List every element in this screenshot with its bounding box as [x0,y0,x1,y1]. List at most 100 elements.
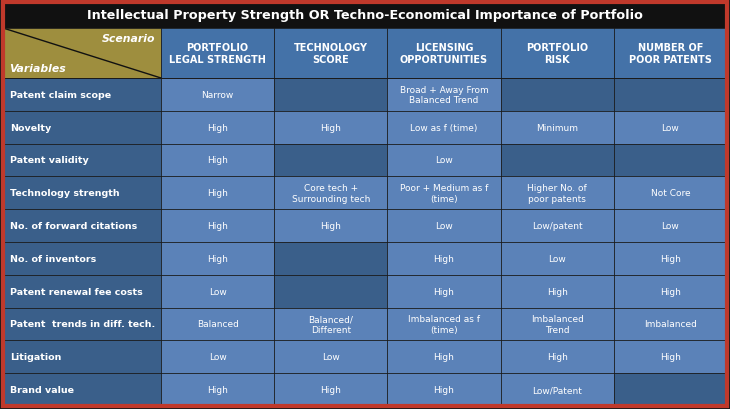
Bar [274,79,388,112]
Bar [388,341,501,373]
Text: Not Core: Not Core [650,189,690,198]
Bar [161,341,274,373]
Text: Imbalanced: Imbalanced [644,320,697,329]
Bar [614,79,727,112]
Text: Patent  trends in diff. tech.: Patent trends in diff. tech. [10,320,155,329]
Text: PORTFOLIO
LEGAL STRENGTH: PORTFOLIO LEGAL STRENGTH [169,43,266,65]
Text: High: High [434,353,455,362]
Text: High: High [207,222,228,231]
Bar [3,308,161,341]
Bar [161,144,274,177]
Text: High: High [207,254,228,263]
Text: Low: Low [209,353,226,362]
Text: High: High [434,254,455,263]
Text: Patent claim scope: Patent claim scope [10,91,111,100]
Text: Core tech +
Surrounding tech: Core tech + Surrounding tech [291,184,370,203]
Bar [614,341,727,373]
Text: Broad + Away From
Balanced Trend: Broad + Away From Balanced Trend [399,85,488,105]
Bar [274,29,388,79]
Bar [501,177,614,210]
Bar [161,210,274,243]
Text: Balanced/
Different: Balanced/ Different [308,315,353,334]
Bar [614,29,727,79]
Bar [161,112,274,144]
Text: Imbalanced as f
(time): Imbalanced as f (time) [408,315,480,334]
Bar [501,210,614,243]
Text: Low: Low [435,222,453,231]
Bar [501,144,614,177]
Bar [388,308,501,341]
Text: No. of inventors: No. of inventors [10,254,96,263]
Text: Balanced: Balanced [196,320,239,329]
Bar [388,29,501,79]
Bar [274,112,388,144]
Bar [614,177,727,210]
Bar [3,79,161,112]
Bar [274,243,388,275]
Bar [614,210,727,243]
Text: Minimum: Minimum [537,124,578,133]
Bar [388,373,501,406]
Text: High: High [207,156,228,165]
Text: Low: Low [661,124,680,133]
Text: Low as f (time): Low as f (time) [410,124,477,133]
Text: Low: Low [322,353,339,362]
Bar [3,3,727,29]
Text: Intellectual Property Strength OR Techno-Economical Importance of Portfolio: Intellectual Property Strength OR Techno… [87,9,643,22]
Text: High: High [320,222,341,231]
Bar [388,177,501,210]
Bar [614,112,727,144]
Bar [274,373,388,406]
Text: High: High [320,385,341,394]
Text: Imbalanced
Trend: Imbalanced Trend [531,315,584,334]
Bar [614,243,727,275]
Bar [3,275,161,308]
Text: Scenario: Scenario [101,34,155,44]
Bar [274,210,388,243]
Text: Low: Low [661,222,680,231]
Bar [3,243,161,275]
Bar [614,373,727,406]
Text: Poor + Medium as f
(time): Poor + Medium as f (time) [400,184,488,203]
Text: High: High [660,287,681,296]
Text: Higher No. of
poor patents: Higher No. of poor patents [527,184,587,203]
Text: NUMBER OF
POOR PATENTS: NUMBER OF POOR PATENTS [629,43,712,65]
Bar [161,79,274,112]
Bar [501,29,614,79]
Bar [3,144,161,177]
Bar [161,275,274,308]
Bar [614,275,727,308]
Bar [388,144,501,177]
Text: High: High [547,353,568,362]
Bar [501,79,614,112]
Bar [274,341,388,373]
Bar [161,177,274,210]
Bar [274,144,388,177]
Bar [614,144,727,177]
Bar [3,177,161,210]
Bar [388,275,501,308]
Bar [501,112,614,144]
Bar [3,112,161,144]
Text: High: High [660,254,681,263]
Text: High: High [434,287,455,296]
Text: Narrow: Narrow [201,91,234,100]
Bar [501,373,614,406]
Text: High: High [660,353,681,362]
Text: Technology strength: Technology strength [10,189,120,198]
Text: Variables: Variables [9,64,66,74]
Bar [501,341,614,373]
Bar [388,243,501,275]
Bar [3,210,161,243]
Text: High: High [207,385,228,394]
Bar [388,112,501,144]
Text: No. of forward citations: No. of forward citations [10,222,137,231]
Bar [3,373,161,406]
Bar [274,177,388,210]
Text: High: High [434,385,455,394]
Text: High: High [207,189,228,198]
Text: Brand value: Brand value [10,385,74,394]
Bar [501,243,614,275]
Bar [274,275,388,308]
Bar [274,308,388,341]
